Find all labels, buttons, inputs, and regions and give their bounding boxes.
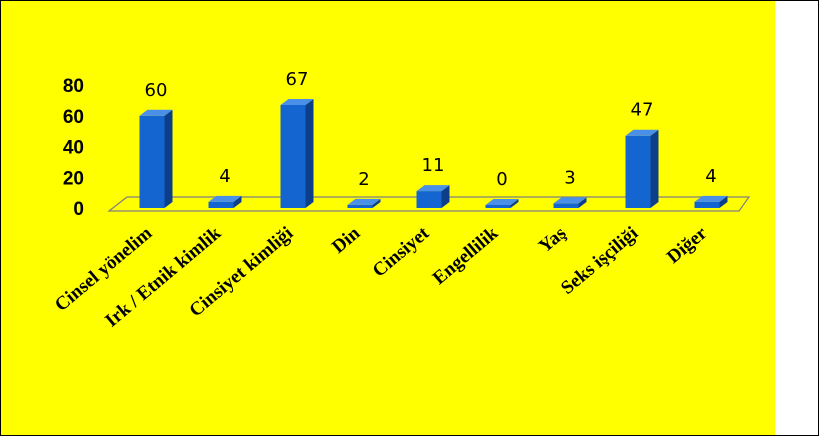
bar-top [553, 197, 587, 204]
bar-side [441, 185, 450, 208]
bar-side [372, 198, 381, 208]
bar-top [416, 185, 450, 192]
bar-front [625, 135, 651, 208]
data-label: 3 [564, 167, 575, 188]
category-label: Din [328, 222, 364, 257]
category-label: Engellilik [429, 222, 503, 289]
bar [485, 199, 519, 208]
bar-top [347, 198, 381, 205]
bar-front [694, 201, 720, 208]
category-label: Diğer [663, 222, 712, 268]
bar-top [485, 199, 519, 205]
chart-background [1, 1, 775, 435]
bar-top [208, 195, 242, 202]
page: 0 20 40 60 80 60 4 67 2 11 0 3 47 4 Cinsel yönelim Irk … [0, 0, 819, 436]
bar-top [139, 109, 173, 116]
bar [625, 129, 659, 208]
y-tick-label: 60 [63, 107, 84, 128]
bar-side [719, 195, 728, 208]
bar-side [164, 109, 173, 208]
data-label: 67 [286, 69, 309, 90]
bar-top [625, 129, 659, 136]
bar [694, 195, 728, 208]
bar-side [305, 98, 314, 208]
data-label: 0 [496, 169, 507, 190]
category-label: Cinsiyet [369, 222, 434, 281]
bar-front [347, 204, 373, 208]
data-label: 2 [358, 169, 369, 190]
bar-side [233, 195, 242, 208]
data-label: 60 [145, 80, 168, 101]
bar-side [510, 199, 519, 208]
bar-top [694, 195, 728, 202]
bar-front [485, 205, 511, 208]
bar-front [280, 104, 306, 208]
bars [139, 98, 728, 208]
y-tick-label: 20 [63, 168, 84, 189]
bar [208, 195, 242, 208]
data-label: 4 [705, 166, 716, 187]
y-tick-label: 80 [63, 76, 84, 97]
bar [416, 185, 450, 208]
bar-side [578, 197, 587, 208]
y-tick-label: 0 [73, 199, 84, 220]
bar-front [553, 203, 579, 208]
bar-front [416, 191, 442, 208]
data-label: 47 [631, 100, 654, 121]
data-label: 4 [219, 166, 230, 187]
data-label: 11 [422, 155, 445, 176]
bar-front [139, 115, 165, 208]
bar [347, 198, 381, 208]
axes [107, 196, 751, 212]
y-tick-label: 40 [63, 138, 84, 159]
bar-front [208, 201, 234, 208]
category-label: Seks işçiliği [557, 223, 642, 299]
bar [553, 197, 587, 208]
bar [280, 98, 314, 208]
floor-plane [107, 196, 751, 212]
bar [139, 109, 173, 208]
category-label: Irk / Etnik kimlik [101, 222, 225, 331]
bar-top [280, 98, 314, 105]
category-label: Yaş [535, 223, 570, 257]
bar-side [650, 129, 659, 208]
